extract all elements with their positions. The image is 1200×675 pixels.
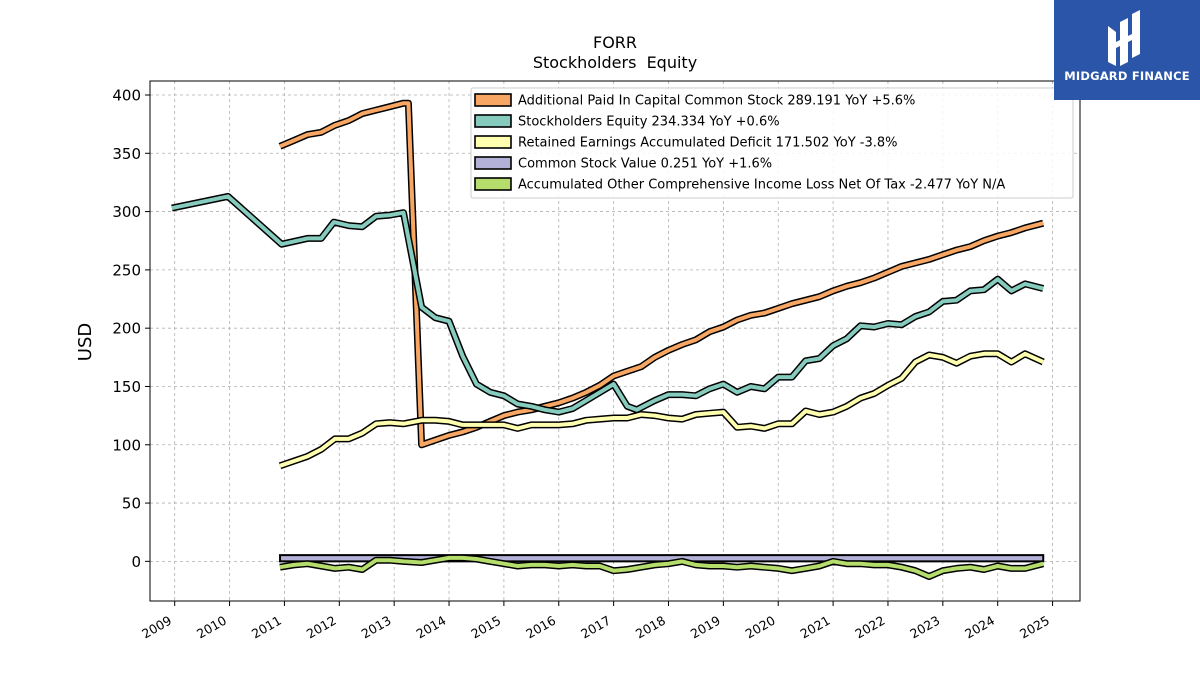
- x-tick-label: 2017: [578, 613, 613, 642]
- legend-label: Common Stock Value 0.251 YoY +1.6%: [518, 157, 772, 172]
- x-tick-label: 2024: [962, 613, 997, 642]
- x-tick-label: 2022: [852, 613, 887, 642]
- y-tick-label: 200: [112, 320, 141, 338]
- y-tick-label: 400: [112, 86, 141, 104]
- series-line-accumulated-other-comprehensive-income-loss-net-of-tax: [279, 555, 1044, 579]
- x-tick-label: 2021: [798, 613, 833, 642]
- x-tick-label: 2020: [743, 613, 778, 642]
- legend-swatch: [474, 114, 512, 128]
- x-tick-label: 2014: [413, 613, 448, 642]
- legend-label: Retained Earnings Accumulated Deficit 17…: [518, 136, 897, 151]
- y-tick-label: 250: [112, 261, 141, 279]
- chart-subtitle: Stockholders Equity: [533, 53, 697, 72]
- legend-swatch: [474, 135, 512, 149]
- y-tick-label: 0: [131, 553, 141, 571]
- legend-label: Additional Paid In Capital Common Stock …: [518, 94, 915, 109]
- series-lines: [171, 99, 1045, 580]
- series-line-retained-earnings-accumulated-deficit: [279, 351, 1045, 468]
- y-axis-label: USD: [75, 323, 96, 361]
- series-line-stockholders-equity: [171, 194, 1044, 415]
- legend-box: [470, 87, 1074, 199]
- y-tick-label: 100: [112, 436, 141, 454]
- brand-mark-icon: [1108, 10, 1140, 66]
- x-tick-label: 2018: [633, 613, 668, 642]
- x-tick-label: 2025: [1017, 613, 1052, 642]
- y-tick-label: 150: [112, 378, 141, 396]
- brand-name: MIDGARD FINANCE: [1064, 69, 1190, 83]
- brand-logo: MIDGARD FINANCE: [1054, 0, 1200, 100]
- x-tick-label: 2019: [688, 613, 723, 642]
- y-tick-label: 300: [112, 203, 141, 221]
- legend-label: Stockholders Equity 234.334 YoY +0.6%: [518, 115, 780, 130]
- x-tick-label: 2023: [907, 613, 942, 642]
- x-tick-label: 2010: [194, 613, 229, 642]
- plot-frame: [149, 80, 1081, 602]
- x-tick-label: 2012: [304, 613, 339, 642]
- y-tick-label: 50: [122, 495, 141, 513]
- x-tick-label: 2011: [249, 613, 284, 642]
- legend-label: Accumulated Other Comprehensive Income L…: [518, 178, 1005, 193]
- x-tick-label: 2009: [139, 613, 174, 642]
- legend: Additional Paid In Capital Common Stock …: [470, 87, 1074, 199]
- legend-swatch: [474, 177, 512, 191]
- series-line-additional-paid-in-capital-common-stock: [279, 101, 1044, 447]
- legend-swatch: [474, 93, 512, 107]
- y-tick-label: 350: [112, 145, 141, 163]
- chart-title: FORR: [593, 33, 637, 52]
- x-tick-label: 2015: [468, 613, 503, 642]
- x-tick-label: 2013: [359, 613, 394, 642]
- legend-swatch: [474, 156, 512, 170]
- x-tick-label: 2016: [523, 613, 558, 642]
